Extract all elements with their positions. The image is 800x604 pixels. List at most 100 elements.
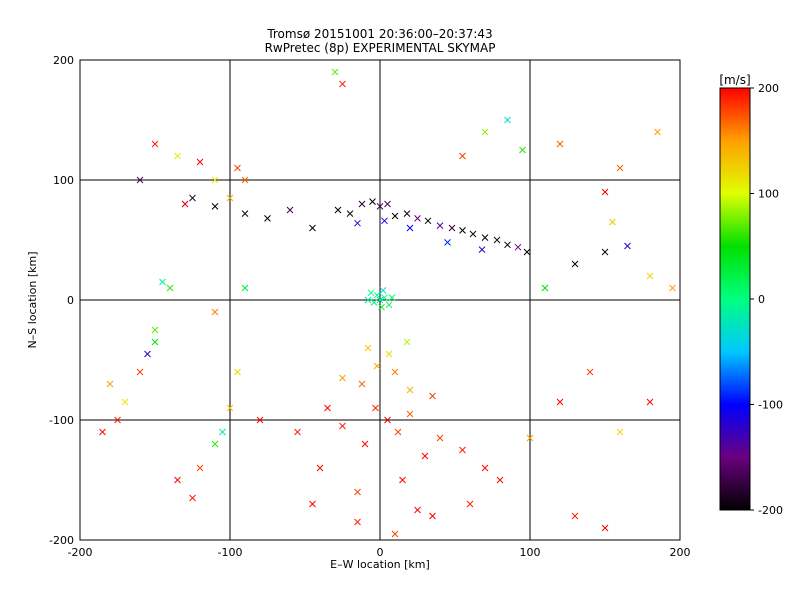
data-point <box>541 284 549 292</box>
data-point <box>159 278 166 286</box>
colorbar-tick-label: 0 <box>758 293 765 306</box>
data-point <box>514 243 522 251</box>
data-point <box>294 428 301 436</box>
data-point <box>241 284 249 292</box>
y-tick-label: -200 <box>49 534 74 547</box>
data-point <box>414 215 421 222</box>
data-point <box>354 488 361 496</box>
data-point <box>436 222 444 229</box>
data-point <box>369 198 376 205</box>
data-point <box>196 158 204 166</box>
data-point <box>364 296 372 304</box>
colorbar-tick-label: 200 <box>758 82 779 95</box>
data-point <box>136 176 144 184</box>
data-point <box>189 494 196 502</box>
colorbar: 200 100 0 -100 -200 <box>719 82 783 517</box>
data-point <box>226 194 234 202</box>
data-point <box>481 128 489 136</box>
data-point <box>309 224 316 232</box>
data-point <box>384 200 391 208</box>
x-tick-label: -100 <box>218 546 243 559</box>
data-point <box>424 217 432 225</box>
x-tick-label: 0 <box>377 546 384 559</box>
data-point <box>429 512 436 520</box>
data-point <box>571 260 579 268</box>
data-point <box>466 500 474 508</box>
data-point <box>219 428 226 436</box>
data-point <box>391 368 399 376</box>
data-point <box>571 512 579 520</box>
data-point <box>504 116 511 124</box>
data-point <box>493 236 501 244</box>
data-point <box>459 227 466 234</box>
data-point <box>601 524 609 532</box>
data-point <box>309 500 316 508</box>
data-point <box>189 194 196 202</box>
data-point <box>469 230 477 238</box>
data-point <box>601 188 609 196</box>
data-point <box>496 476 504 484</box>
colorbar-tick-label: -200 <box>758 504 783 517</box>
data-point <box>151 140 159 148</box>
data-point <box>556 398 564 406</box>
data-point <box>373 362 381 370</box>
data-point <box>151 326 159 334</box>
data-point <box>609 218 616 226</box>
chart-title: Tromsø 20151001 20:36:00–20:37:43 <box>266 27 492 41</box>
data-point <box>601 248 609 256</box>
data-point <box>286 206 294 214</box>
data-point <box>211 308 219 316</box>
data-point <box>99 428 106 436</box>
data-point <box>391 530 399 538</box>
data-point <box>151 338 159 346</box>
data-point <box>144 350 151 358</box>
data-point <box>361 440 369 448</box>
data-point <box>646 272 654 280</box>
data-point <box>334 206 342 214</box>
data-point <box>385 301 393 309</box>
data-point <box>211 440 219 448</box>
data-point <box>367 289 375 297</box>
data-point <box>459 152 466 160</box>
data-point <box>478 246 486 253</box>
data-point <box>136 368 144 376</box>
data-point <box>394 428 402 436</box>
data-point <box>324 404 331 412</box>
data-point <box>616 164 624 172</box>
data-point <box>370 299 378 306</box>
data-point <box>403 338 411 346</box>
colorbar-tick-label: 100 <box>758 188 779 201</box>
data-point <box>624 242 631 250</box>
data-point <box>616 428 624 436</box>
data-point <box>376 296 384 304</box>
data-point <box>459 446 466 454</box>
y-tick-label: 200 <box>53 54 74 67</box>
data-point <box>234 368 241 376</box>
colorbar-tick-label: -100 <box>758 399 783 412</box>
data-point <box>256 416 264 424</box>
data-point <box>586 368 594 376</box>
data-point <box>354 518 361 526</box>
chart-subtitle: RwPretec (8p) EXPERIMENTAL SKYMAP <box>265 41 496 55</box>
y-tick-label: 0 <box>67 294 74 307</box>
data-point <box>174 152 181 160</box>
data-point <box>373 291 381 299</box>
data-point <box>504 241 511 249</box>
y-tick-label: -100 <box>49 414 74 427</box>
colorbar-unit-label: [m/s] <box>719 73 750 87</box>
data-point <box>388 294 396 301</box>
data-point <box>381 217 388 225</box>
data-point <box>406 386 414 394</box>
data-point <box>481 234 489 241</box>
data-point <box>196 464 204 472</box>
data-point <box>211 203 219 210</box>
data-point <box>385 350 393 358</box>
data-point <box>556 140 564 148</box>
data-point <box>421 452 429 460</box>
data-point <box>414 506 421 514</box>
data-point <box>364 344 372 352</box>
data-point <box>121 398 129 406</box>
data-point <box>646 398 654 406</box>
